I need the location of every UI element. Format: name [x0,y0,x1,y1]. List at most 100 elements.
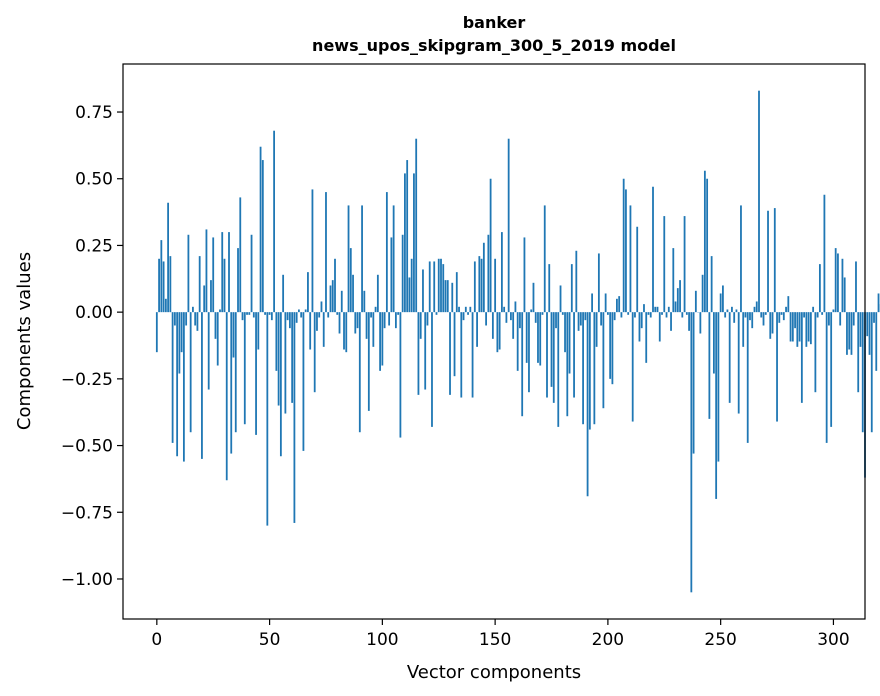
bar-274 [773,208,776,313]
bar-209 [627,312,630,315]
bar-164 [525,312,528,363]
bar-65 [302,312,305,451]
bar-260 [742,312,745,347]
bar-286 [800,312,803,403]
bar-2 [160,240,163,313]
bar-184 [570,264,573,313]
bar-189 [582,312,584,425]
bar-3 [162,261,165,313]
bar-47 [261,160,264,313]
bar-18 [196,312,199,331]
bar-57 [284,312,287,414]
bar-72 [318,312,321,318]
bar-263 [749,312,751,321]
bar-270 [764,312,767,315]
bar-114 [413,173,415,313]
bar-241 [699,312,702,334]
bar-311 [857,312,860,393]
bar-252 [724,312,727,318]
bar-49 [266,312,269,526]
bar-217 [645,312,648,363]
bar-315 [866,312,869,337]
bar-236 [688,312,690,331]
bar-124 [435,312,438,315]
bar-221 [654,306,657,313]
bar-224 [661,312,663,315]
bar-70 [313,312,316,393]
bar-234 [683,216,686,313]
bar-257 [735,309,738,313]
bar-54 [277,312,280,406]
bar-259 [740,205,742,313]
bar-299 [830,312,833,427]
bar-38 [241,312,244,321]
bar-228 [670,312,672,331]
bar-133 [455,272,458,313]
bar-80 [336,312,339,315]
bar-117 [419,312,422,339]
bar-31 [225,312,228,481]
bar-29 [221,232,224,313]
bar-89 [356,312,359,329]
bar-168 [534,312,537,323]
bar-36 [237,248,239,313]
bar-243 [703,170,706,313]
bar-304 [841,258,844,313]
bar-308 [850,312,853,355]
bar-81 [338,312,341,334]
bar-153 [500,232,503,313]
bar-60 [291,312,294,403]
bar-94 [367,312,370,411]
bar-138 [467,312,469,315]
bar-250 [719,293,722,313]
bar-174 [548,264,551,313]
x-tick-label-1: 50 [259,630,281,650]
bar-42 [250,234,253,313]
bar-265 [753,306,756,313]
bar-109 [401,234,404,313]
bar-206 [620,312,623,318]
bar-298 [828,312,830,326]
bar-142 [476,312,478,347]
bar-66 [304,309,307,313]
x-tick-label-2: 100 [366,630,398,650]
bar-91 [361,205,363,313]
bar-229 [672,248,675,313]
bar-169 [537,312,539,363]
bar-112 [408,277,411,313]
x-axis-ticks: 0 50 100 150 200 250 300 [151,619,850,650]
bar-210 [629,205,632,313]
bar-235 [685,312,688,315]
y-axis-ticks: 0.75 0.50 0.25 0.00 −0.25 −0.50 −0.75 −1.00 [61,103,123,590]
bar-126 [440,258,442,313]
bar-301 [834,248,837,313]
bar-238 [692,312,695,454]
bar-13 [185,312,188,326]
x-tick-label-4: 200 [592,630,624,650]
bar-287 [803,312,805,318]
bar-258 [737,312,740,414]
bar-222 [656,306,659,313]
bar-58 [286,312,289,321]
bar-12 [182,312,185,462]
bar-141 [473,261,476,313]
bar-226 [665,312,668,318]
bar-17 [194,312,197,326]
bar-75 [325,192,327,313]
bar-302 [837,253,839,313]
y-axis-label: Components values [14,252,35,430]
bar-149 [491,312,494,339]
bar-196 [597,253,600,313]
bar-163 [523,237,526,313]
bar-56 [282,274,285,313]
x-tick-label-6: 300 [817,630,849,650]
bar-185 [573,312,575,398]
bar-197 [600,312,603,326]
bar-107 [397,312,400,315]
bar-20 [201,312,203,459]
bar-120 [426,312,429,326]
bar-264 [751,312,754,329]
bar-28 [219,309,221,313]
bar-92 [363,290,366,313]
bar-207 [622,178,625,313]
